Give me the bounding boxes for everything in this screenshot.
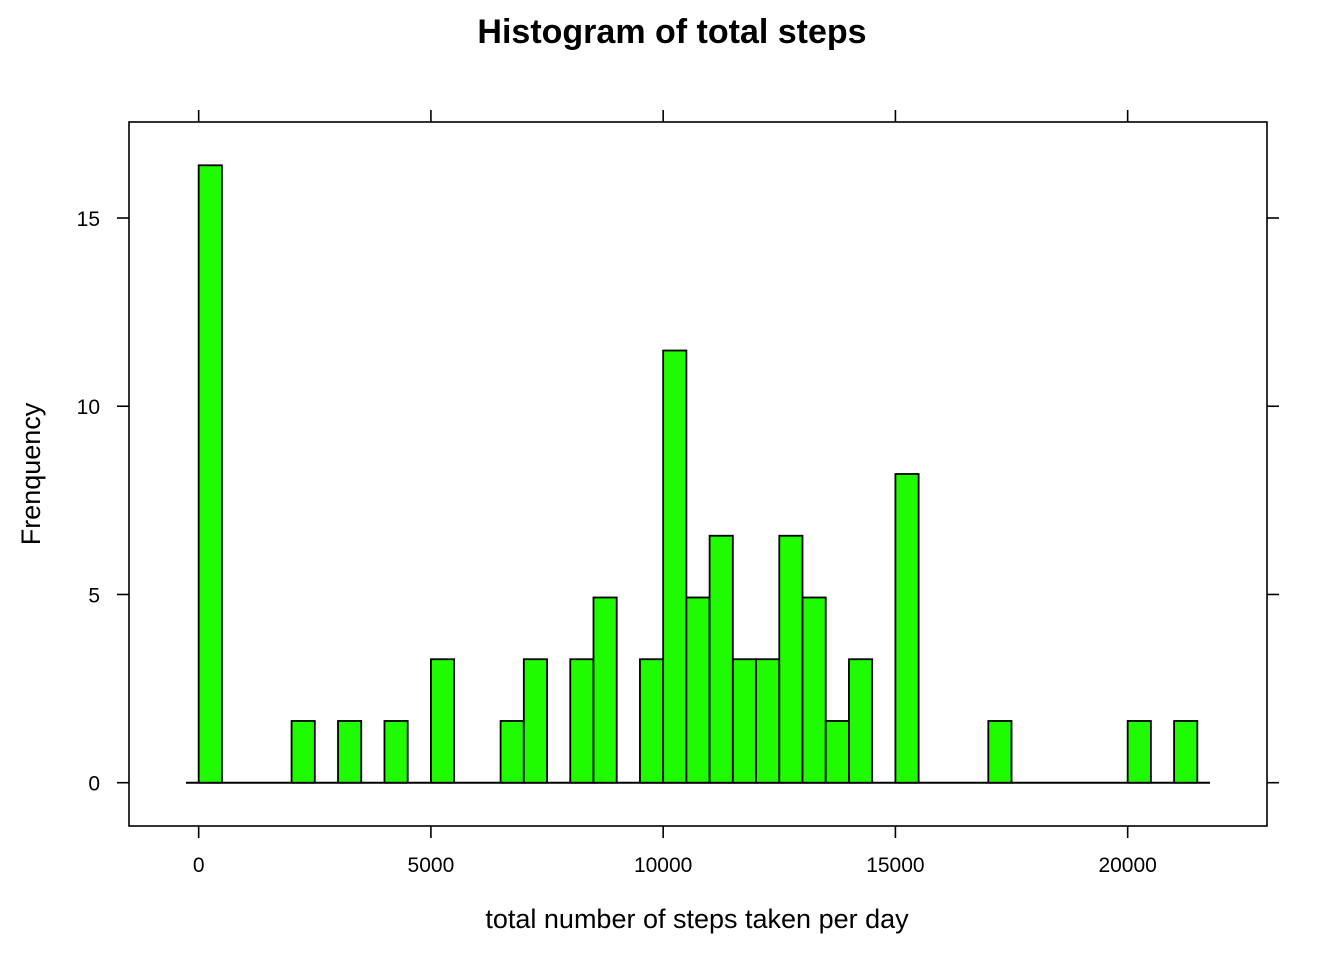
y-axis-label: Frenquency bbox=[16, 402, 46, 545]
plot-frame bbox=[128, 121, 1268, 827]
histogram-bar bbox=[197, 164, 223, 784]
axis-ticks: 0 5000 10000 15000 20000 0 5 10 15 bbox=[77, 110, 1279, 877]
histogram-bar bbox=[592, 596, 618, 784]
histogram-bar bbox=[383, 720, 409, 784]
histogram-bar bbox=[987, 720, 1013, 784]
histogram-bar bbox=[824, 720, 850, 784]
y-tick-label: 10 bbox=[77, 396, 100, 419]
histogram-bar bbox=[290, 720, 316, 784]
histogram-bar bbox=[1126, 720, 1152, 784]
y-tick-label: 15 bbox=[77, 208, 100, 231]
histogram-bar bbox=[708, 534, 734, 784]
histogram-bar bbox=[499, 720, 525, 784]
histogram-bar bbox=[801, 596, 827, 784]
histogram-bar bbox=[848, 658, 874, 784]
x-tick-label: 0 bbox=[193, 854, 205, 877]
histogram-bar bbox=[731, 658, 757, 784]
histogram-bar bbox=[639, 658, 665, 784]
x-axis-label: total number of steps taken per day bbox=[485, 904, 909, 934]
y-tick-label: 0 bbox=[88, 773, 100, 796]
y-tick-label: 5 bbox=[88, 584, 100, 607]
x-tick-label: 5000 bbox=[408, 854, 455, 877]
x-tick-label: 20000 bbox=[1098, 854, 1156, 877]
histogram-bars bbox=[186, 164, 1210, 784]
histogram-bar bbox=[894, 473, 920, 784]
histogram-bar bbox=[337, 720, 363, 784]
histogram-bar bbox=[685, 596, 711, 784]
histogram-bar bbox=[755, 658, 781, 784]
histogram-bar bbox=[430, 658, 456, 784]
histogram-bar bbox=[778, 534, 804, 784]
histogram-bar bbox=[1173, 720, 1199, 784]
histogram-bar bbox=[522, 658, 548, 784]
histogram-bar bbox=[569, 658, 595, 784]
x-tick-label: 15000 bbox=[866, 854, 924, 877]
chart-title: Histogram of total steps bbox=[477, 13, 866, 51]
histogram-bar bbox=[662, 349, 688, 784]
x-tick-label: 10000 bbox=[634, 854, 692, 877]
